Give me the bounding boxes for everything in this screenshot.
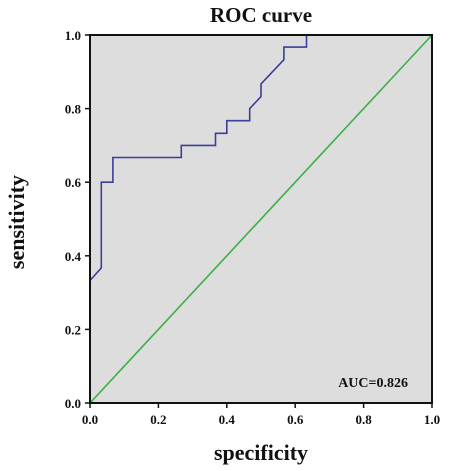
auc-annotation: AUC=0.826 bbox=[338, 376, 408, 391]
y-tick-label: 1.0 bbox=[65, 28, 81, 43]
x-tick-label: 0.8 bbox=[355, 412, 372, 427]
plot-frame bbox=[89, 34, 433, 404]
y-axis-label: sensitivity bbox=[4, 175, 29, 269]
x-tick-label: 0.4 bbox=[219, 412, 236, 427]
y-tick-label: 0.4 bbox=[65, 249, 82, 264]
roc-curve-line bbox=[89, 34, 432, 403]
x-tick-label: 0.0 bbox=[82, 412, 98, 427]
y-tick-label: 0.6 bbox=[65, 175, 82, 190]
reference-diagonal-line bbox=[89, 34, 433, 404]
y-tick-label: 0.2 bbox=[65, 322, 81, 337]
y-tick-label: 0.8 bbox=[65, 102, 82, 117]
axis-ticks: 0.0 0.2 0.4 0.6 0.8 1.0 0.0 0.2 0.4 0.6 0.8 1.0 bbox=[65, 28, 440, 427]
y-tick-label: 0.0 bbox=[65, 396, 81, 411]
x-tick-label: 0.6 bbox=[287, 412, 304, 427]
chart-title: ROC curve bbox=[210, 3, 312, 27]
x-tick-label: 1.0 bbox=[424, 412, 440, 427]
x-axis-label: specificity bbox=[214, 440, 308, 465]
series-layer bbox=[89, 34, 433, 404]
x-tick-label: 0.2 bbox=[150, 412, 166, 427]
